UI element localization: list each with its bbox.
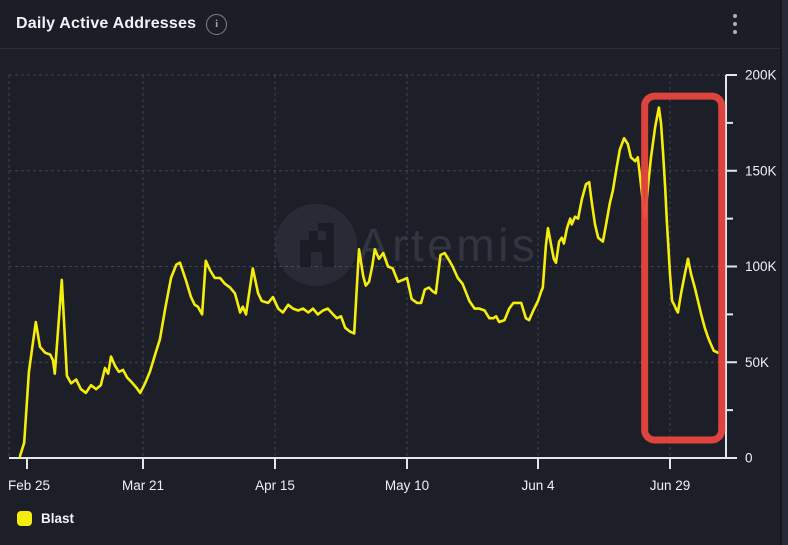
info-icon-glyph: i [215,18,219,30]
page-title: Daily Active Addresses [16,15,197,32]
x-tick-label: Feb 25 [8,478,50,493]
series-line-blast [18,106,720,458]
highlight-annotation-rect [641,92,726,444]
legend-label: Blast [41,511,75,526]
y-tick-label: 50K [745,355,769,370]
legend-item-blast[interactable]: Blast [17,511,74,526]
info-icon[interactable]: i [206,13,228,35]
y-tick-label: 150K [745,163,777,178]
x-tick-label: Mar 21 [122,478,164,493]
kebab-dot [732,21,738,27]
x-tick-label: Jun 29 [650,478,691,493]
x-tick-label: Apr 15 [255,478,295,493]
series-color-swatch [17,511,32,526]
y-tick-label: 100K [745,259,777,274]
panel-edge-divider [780,0,788,545]
x-tick-label: May 10 [385,478,429,493]
chart-header: Daily Active Addresses i [0,0,788,49]
artemis-logo-glyph-icon [300,223,334,267]
artemis-watermark-text: Artemis [358,219,538,271]
kebab-dot [732,13,738,19]
y-tick-label: 200K [745,68,777,83]
kebab-dot [732,29,738,35]
kebab-menu-icon[interactable] [724,9,746,39]
x-tick-label: Jun 4 [521,478,555,493]
y-tick-label: 0 [745,451,753,466]
